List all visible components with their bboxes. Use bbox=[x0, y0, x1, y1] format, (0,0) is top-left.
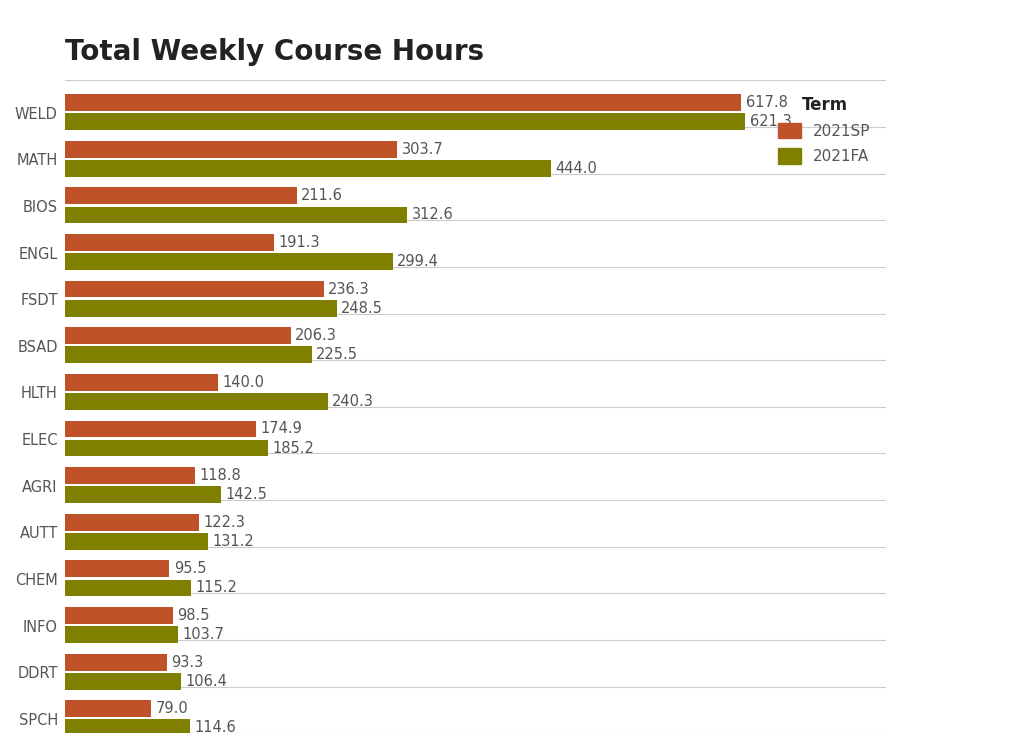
Text: 617.8: 617.8 bbox=[745, 95, 787, 110]
Bar bbox=[65, 253, 392, 270]
Text: 79.0: 79.0 bbox=[156, 701, 188, 716]
Text: 103.7: 103.7 bbox=[182, 627, 224, 642]
Bar bbox=[65, 393, 328, 410]
Text: 115.2: 115.2 bbox=[196, 581, 238, 596]
Bar bbox=[65, 421, 256, 437]
Text: 299.4: 299.4 bbox=[397, 254, 439, 269]
Text: 211.6: 211.6 bbox=[301, 189, 343, 204]
Text: 106.4: 106.4 bbox=[185, 674, 227, 689]
Bar bbox=[65, 673, 181, 689]
Bar bbox=[65, 533, 209, 550]
Text: 93.3: 93.3 bbox=[171, 655, 204, 670]
Text: 142.5: 142.5 bbox=[225, 487, 267, 502]
Legend: 2021SP, 2021FA: 2021SP, 2021FA bbox=[771, 88, 879, 171]
Bar bbox=[65, 701, 152, 717]
Bar bbox=[65, 327, 291, 344]
Text: 140.0: 140.0 bbox=[222, 375, 264, 390]
Text: 114.6: 114.6 bbox=[195, 720, 237, 735]
Bar bbox=[65, 188, 297, 204]
Text: 206.3: 206.3 bbox=[295, 328, 337, 343]
Bar bbox=[65, 346, 311, 363]
Text: 621.3: 621.3 bbox=[750, 114, 792, 129]
Bar bbox=[65, 207, 408, 223]
Text: 225.5: 225.5 bbox=[316, 347, 358, 362]
Text: 303.7: 303.7 bbox=[401, 142, 443, 157]
Bar bbox=[65, 467, 195, 484]
Bar bbox=[65, 160, 551, 176]
Bar bbox=[65, 374, 218, 391]
Text: 444.0: 444.0 bbox=[555, 161, 597, 176]
Bar bbox=[65, 580, 190, 596]
Bar bbox=[65, 300, 337, 317]
Bar bbox=[65, 626, 178, 643]
Text: Total Weekly Course Hours: Total Weekly Course Hours bbox=[65, 38, 484, 65]
Bar bbox=[65, 281, 324, 297]
Text: 240.3: 240.3 bbox=[333, 394, 374, 409]
Text: 174.9: 174.9 bbox=[261, 421, 303, 436]
Text: 312.6: 312.6 bbox=[412, 207, 454, 222]
Text: 248.5: 248.5 bbox=[341, 300, 383, 315]
Text: 131.2: 131.2 bbox=[213, 534, 255, 549]
Text: 191.3: 191.3 bbox=[279, 235, 321, 250]
Bar bbox=[65, 719, 190, 736]
Bar bbox=[65, 94, 741, 111]
Bar bbox=[65, 653, 167, 671]
Text: 118.8: 118.8 bbox=[200, 468, 241, 483]
Text: 185.2: 185.2 bbox=[272, 441, 314, 456]
Bar bbox=[65, 439, 267, 457]
Bar bbox=[65, 514, 199, 531]
Bar bbox=[65, 234, 274, 251]
Text: 122.3: 122.3 bbox=[203, 514, 245, 529]
Text: 98.5: 98.5 bbox=[177, 608, 210, 623]
Bar bbox=[65, 113, 745, 130]
Text: 236.3: 236.3 bbox=[328, 282, 370, 297]
Bar bbox=[65, 607, 173, 624]
Bar bbox=[65, 140, 397, 158]
Bar bbox=[65, 560, 169, 578]
Bar bbox=[65, 487, 221, 503]
Text: 95.5: 95.5 bbox=[174, 561, 206, 576]
